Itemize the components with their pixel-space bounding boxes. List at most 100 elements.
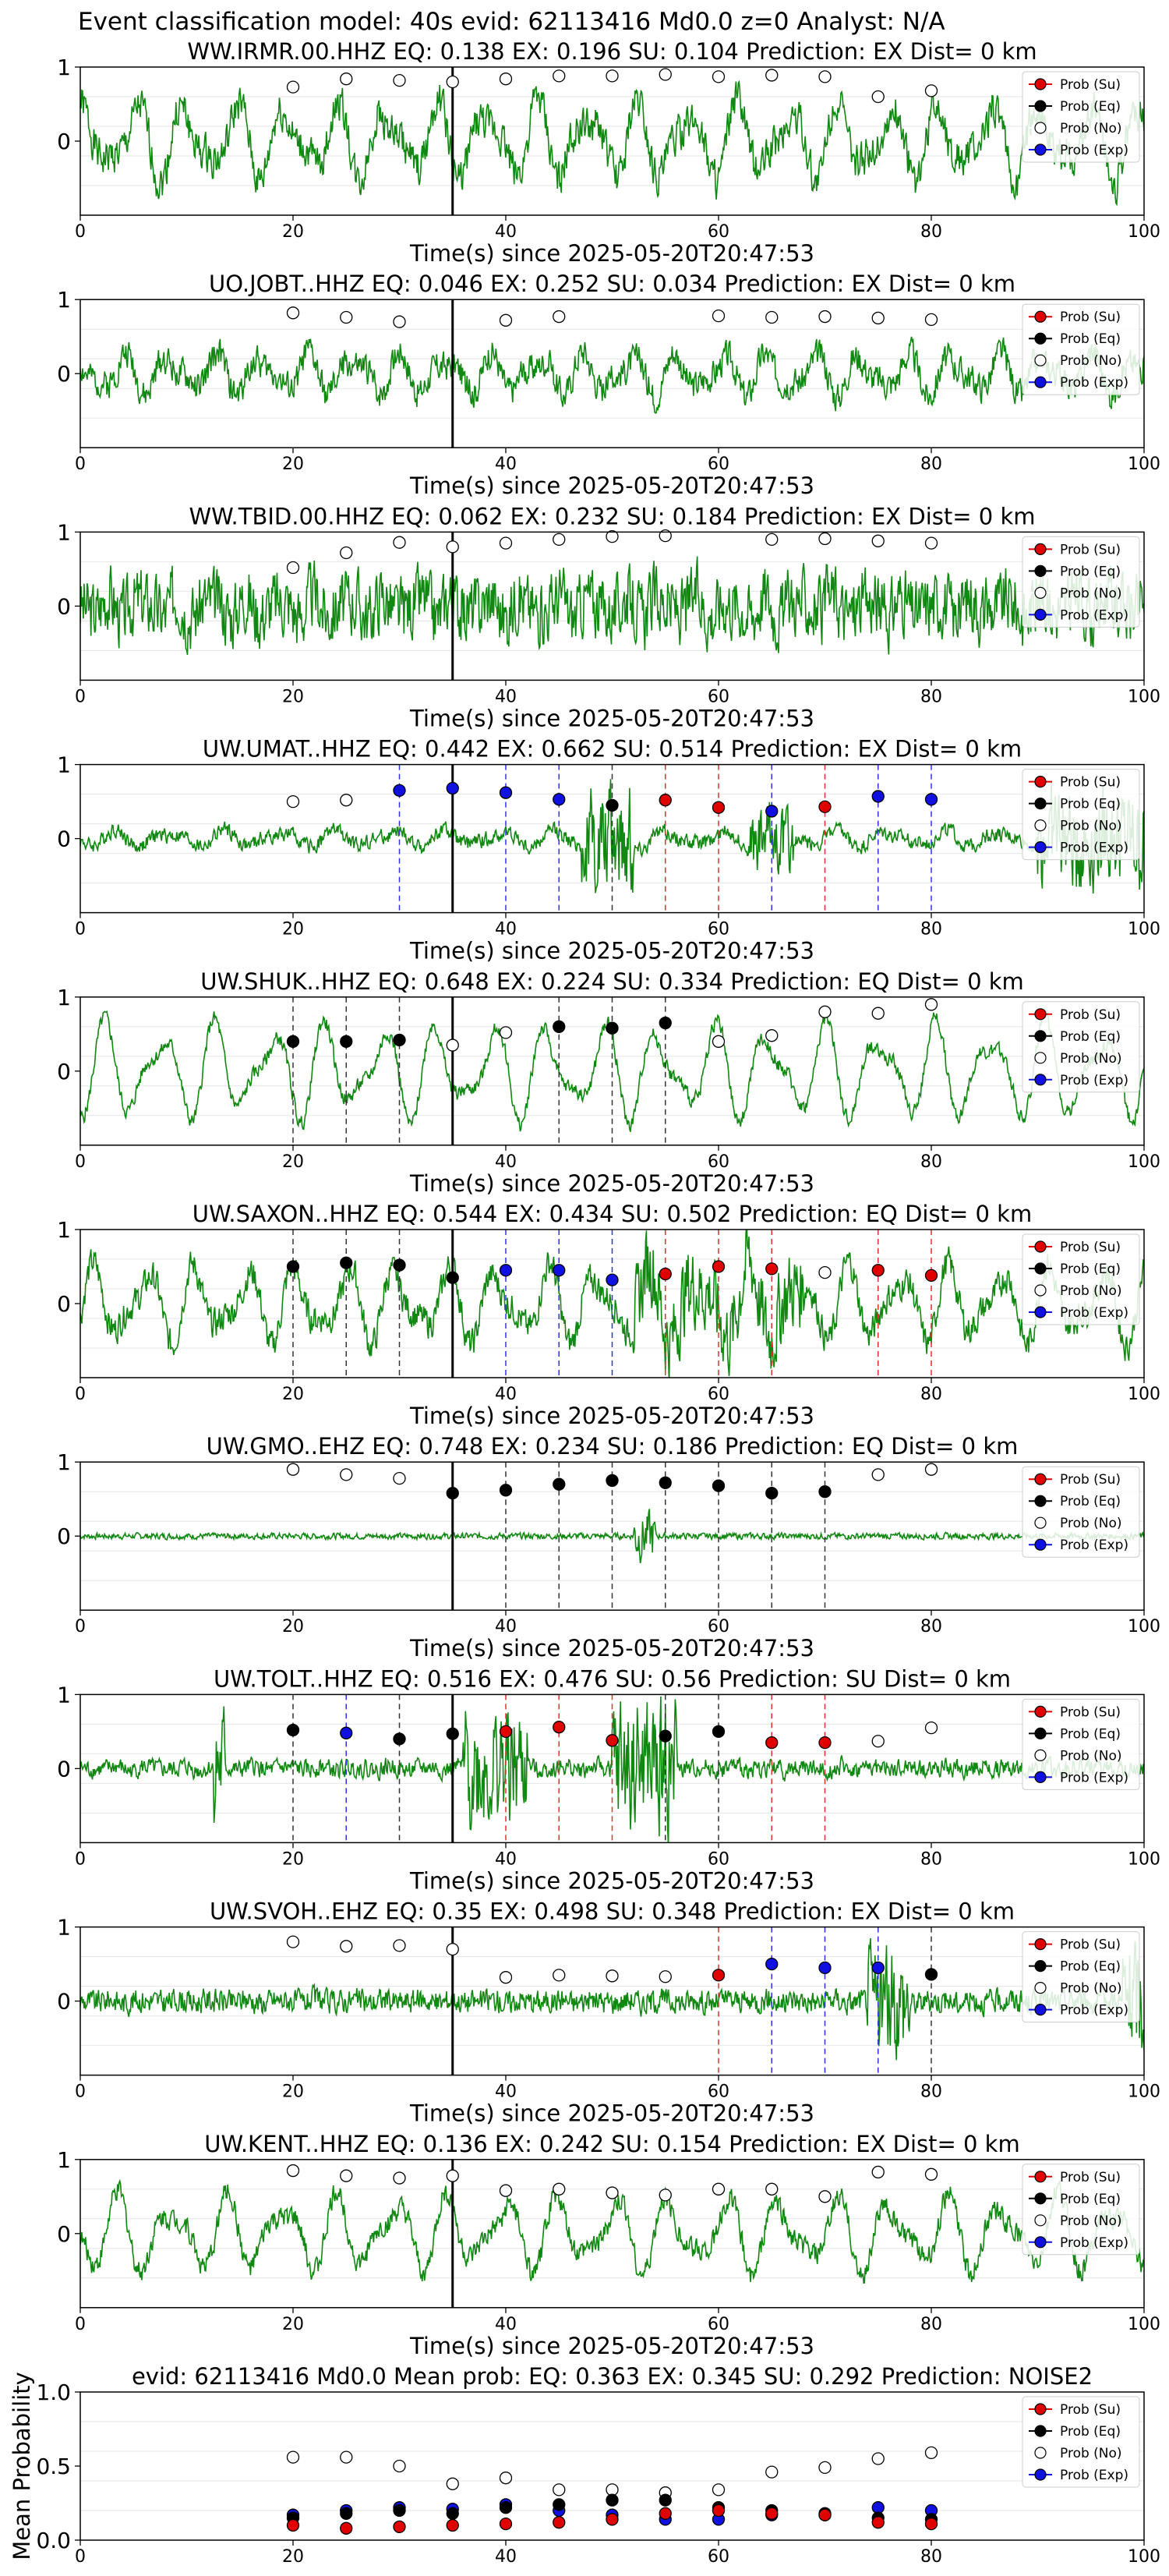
point-eq xyxy=(446,2507,459,2520)
legend-marker-no xyxy=(1034,1749,1047,1761)
point-no xyxy=(446,75,459,89)
x-tick-label: 100 xyxy=(1128,2315,1160,2334)
x-tick-label: 40 xyxy=(495,2082,517,2102)
point-no xyxy=(606,69,619,83)
legend-label: Prob (Su) xyxy=(1060,310,1121,325)
legend-box xyxy=(1022,1233,1140,1325)
legend-label: Prob (Eq) xyxy=(1060,331,1121,347)
x-tick-label: 60 xyxy=(708,2315,729,2334)
legend-label: Prob (Eq) xyxy=(1060,1726,1121,1742)
point-su xyxy=(659,794,672,807)
point-no xyxy=(712,2483,726,2496)
legend-marker-exp xyxy=(1034,1538,1047,1551)
point-eq xyxy=(606,1474,619,1488)
point-eq xyxy=(712,1479,726,1492)
x-tick-label: 40 xyxy=(495,920,517,939)
y-tick-label: 0 xyxy=(57,2221,71,2247)
point-no xyxy=(818,1005,832,1018)
y-tick-label: 0.0 xyxy=(36,2528,71,2553)
legend-label: Prob (Exp) xyxy=(1060,375,1128,391)
legend-marker-eq xyxy=(1034,1262,1047,1275)
legend-marker-eq xyxy=(1034,1495,1047,1507)
x-tick-label: 0 xyxy=(75,1849,86,1869)
point-no xyxy=(340,1940,353,1953)
x-tick-label: 80 xyxy=(920,1617,942,1637)
point-su xyxy=(818,800,832,813)
x-tick-label: 20 xyxy=(282,1849,304,1869)
legend-marker-exp xyxy=(1034,840,1047,854)
x-tick-label: 40 xyxy=(495,1152,517,1172)
legend-label: Prob (Su) xyxy=(1060,775,1121,791)
x-tick-label: 0 xyxy=(75,920,86,939)
x-tick-label: 80 xyxy=(920,920,942,939)
legend-label: Prob (Exp) xyxy=(1060,607,1128,623)
y-tick-label: 0 xyxy=(57,1523,71,1549)
point-no xyxy=(340,1468,353,1481)
point-eq xyxy=(659,1016,672,1030)
y-tick-label: 0 xyxy=(57,1291,71,1317)
x-tick-label: 40 xyxy=(495,1849,517,1869)
chart-panel-1: WW.IRMR.00.HHZ EQ: 0.138 EX: 0.196 SU: 0… xyxy=(57,38,1160,267)
legend-marker-exp xyxy=(1034,2236,1047,2249)
x-tick-label: 100 xyxy=(1128,222,1160,242)
point-eq xyxy=(553,2498,566,2511)
legend-marker-no xyxy=(1034,2214,1047,2227)
point-su xyxy=(606,2513,619,2526)
point-su xyxy=(871,1264,885,1277)
point-no xyxy=(393,2171,406,2185)
x-tick-label: 100 xyxy=(1128,687,1160,706)
x-axis-label: Time(s) since 2025-05-20T20:47:53 xyxy=(409,1867,814,1894)
x-tick-label: 0 xyxy=(75,687,86,706)
point-no xyxy=(499,1026,513,1039)
legend-label: Prob (Exp) xyxy=(1060,840,1128,856)
legend-box xyxy=(1022,536,1140,628)
point-no xyxy=(286,2450,300,2464)
legend-label: Prob (Exp) xyxy=(1060,1537,1128,1553)
chart-panel-4: UW.UMAT..HHZ EQ: 0.442 EX: 0.662 SU: 0.5… xyxy=(57,736,1160,964)
point-eq xyxy=(446,1486,459,1500)
point-no xyxy=(286,561,300,575)
x-tick-label: 20 xyxy=(282,455,304,474)
chart-title: UW.TOLT..HHZ EQ: 0.516 EX: 0.476 SU: 0.5… xyxy=(214,1665,1011,1692)
x-tick-label: 80 xyxy=(920,455,942,474)
chart-panel-10: UW.KENT..HHZ EQ: 0.136 EX: 0.242 SU: 0.1… xyxy=(57,2131,1160,2359)
y-tick-label: 1 xyxy=(57,985,71,1010)
legend-marker-eq xyxy=(1034,564,1047,578)
legend-marker-exp xyxy=(1034,1771,1047,1783)
point-no xyxy=(871,2452,885,2465)
figure-title: Event classification model: 40s evid: 62… xyxy=(78,8,945,36)
y-tick-label: 1 xyxy=(57,55,71,80)
point-eq xyxy=(606,798,619,812)
legend-marker-su xyxy=(1034,1705,1047,1718)
x-tick-label: 20 xyxy=(282,1385,304,1404)
point-eq xyxy=(659,2493,672,2507)
point-no xyxy=(446,1942,459,1956)
legend-marker-su xyxy=(1034,1240,1047,1253)
point-no xyxy=(818,2190,832,2203)
point-exp xyxy=(340,1726,353,1739)
point-no xyxy=(871,2165,885,2179)
point-exp xyxy=(606,1273,619,1286)
point-no xyxy=(499,1971,513,1984)
point-no xyxy=(924,2446,938,2460)
legend-label: Prob (Su) xyxy=(1060,1007,1121,1023)
x-tick-label: 0 xyxy=(75,222,86,242)
point-no xyxy=(340,73,353,86)
x-tick-label: 80 xyxy=(920,222,942,242)
point-eq xyxy=(340,1035,353,1048)
point-su xyxy=(765,1736,779,1750)
point-no xyxy=(765,1029,779,1042)
legend-marker-no xyxy=(1034,1052,1047,1064)
point-no xyxy=(553,2182,566,2196)
point-eq xyxy=(765,1486,779,1500)
y-tick-label: 0 xyxy=(57,1756,71,1782)
x-tick-label: 0 xyxy=(75,455,86,474)
legend-label: Prob (Exp) xyxy=(1060,1073,1128,1088)
point-no xyxy=(340,546,353,560)
chart-title: UW.SHUK..HHZ EQ: 0.648 EX: 0.224 SU: 0.3… xyxy=(200,968,1024,995)
x-axis-label: Time(s) since 2025-05-20T20:47:53 xyxy=(409,472,814,499)
x-tick-label: 80 xyxy=(920,687,942,706)
legend-label: Prob (Exp) xyxy=(1060,1770,1128,1785)
legend-label: Prob (Eq) xyxy=(1060,1959,1121,1975)
point-su xyxy=(659,2507,672,2520)
